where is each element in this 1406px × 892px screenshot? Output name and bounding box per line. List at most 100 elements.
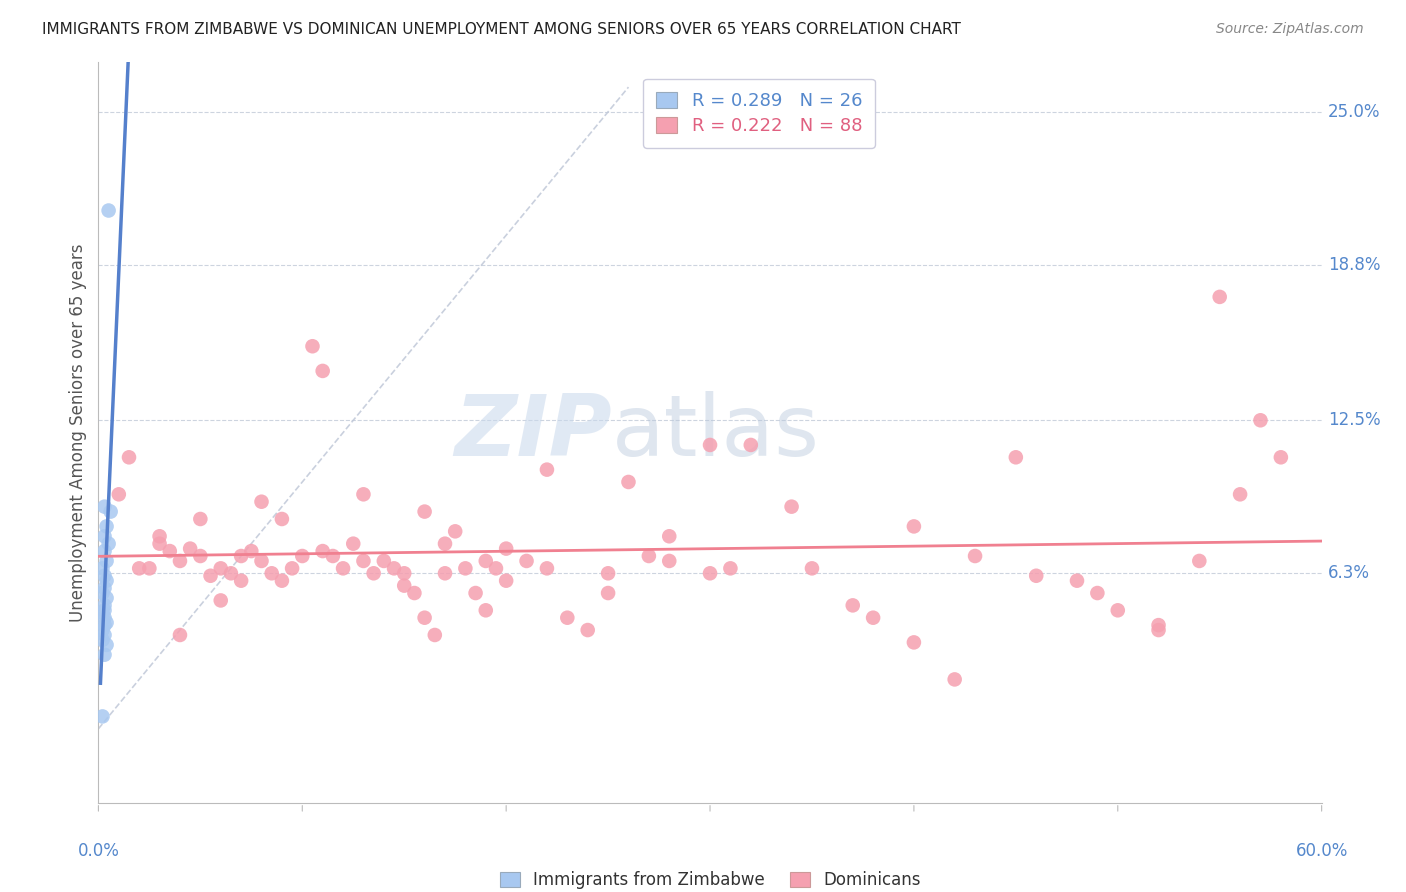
Point <box>231 574 253 588</box>
Point <box>159 544 181 558</box>
Point <box>637 549 661 563</box>
Point <box>433 566 456 581</box>
Point <box>903 635 925 649</box>
Point <box>464 586 486 600</box>
Point <box>536 462 558 476</box>
Point <box>1025 568 1047 582</box>
Point <box>332 561 354 575</box>
Text: 25.0%: 25.0% <box>1327 103 1381 120</box>
Point <box>91 561 114 575</box>
Y-axis label: Unemployment Among Seniors over 65 years: Unemployment Among Seniors over 65 years <box>69 244 87 622</box>
Point <box>91 586 114 600</box>
Point <box>96 519 118 533</box>
Point <box>149 529 172 543</box>
Point <box>352 487 374 501</box>
Point <box>516 554 538 568</box>
Point <box>841 599 863 613</box>
Point <box>392 566 416 581</box>
Point <box>270 512 294 526</box>
Point <box>108 487 131 501</box>
Text: 6.3%: 6.3% <box>1327 565 1369 582</box>
Text: atlas: atlas <box>612 391 820 475</box>
Text: 60.0%: 60.0% <box>1295 842 1348 860</box>
Point <box>270 574 294 588</box>
Point <box>188 512 212 526</box>
Point <box>93 618 115 632</box>
Point <box>96 554 118 568</box>
Point <box>93 500 115 514</box>
Point <box>1229 487 1251 501</box>
Point <box>93 648 115 662</box>
Point <box>118 450 141 465</box>
Point <box>96 615 118 630</box>
Point <box>718 561 742 575</box>
Point <box>1147 618 1170 632</box>
Point <box>617 475 640 489</box>
Point <box>413 505 436 519</box>
Point <box>93 544 115 558</box>
Point <box>1147 623 1170 637</box>
Point <box>392 579 416 593</box>
Point <box>382 561 405 575</box>
Point <box>93 603 115 617</box>
Point <box>93 581 115 595</box>
Point <box>862 610 884 624</box>
Text: Source: ZipAtlas.com: Source: ZipAtlas.com <box>1216 22 1364 37</box>
Point <box>444 524 467 539</box>
Point <box>1270 450 1292 465</box>
Point <box>413 610 436 624</box>
Point <box>658 529 681 543</box>
Point <box>188 549 212 563</box>
Point <box>965 549 987 563</box>
Point <box>596 586 619 600</box>
Point <box>903 519 925 533</box>
Point <box>699 566 721 581</box>
Point <box>281 561 304 575</box>
Point <box>495 574 517 588</box>
Point <box>91 709 114 723</box>
Text: 0.0%: 0.0% <box>77 842 120 860</box>
Point <box>91 606 114 620</box>
Point <box>93 610 115 624</box>
Point <box>1004 450 1026 465</box>
Point <box>495 541 517 556</box>
Point <box>291 549 314 563</box>
Point <box>97 203 120 218</box>
Text: 18.8%: 18.8% <box>1327 256 1381 274</box>
Point <box>91 632 114 647</box>
Point <box>454 561 477 575</box>
Text: IMMIGRANTS FROM ZIMBABWE VS DOMINICAN UNEMPLOYMENT AMONG SENIORS OVER 65 YEARS C: IMMIGRANTS FROM ZIMBABWE VS DOMINICAN UN… <box>42 22 962 37</box>
Point <box>301 339 323 353</box>
Point <box>209 561 232 575</box>
Point <box>801 561 824 575</box>
Point <box>1208 290 1232 304</box>
Point <box>200 568 222 582</box>
Point <box>404 586 426 600</box>
Point <box>169 554 191 568</box>
Point <box>555 610 579 624</box>
Point <box>96 638 118 652</box>
Point <box>943 673 966 687</box>
Point <box>240 544 263 558</box>
Point <box>219 566 242 581</box>
Point <box>1188 554 1211 568</box>
Point <box>740 438 762 452</box>
Point <box>100 505 122 519</box>
Point <box>373 554 395 568</box>
Point <box>699 438 721 452</box>
Point <box>1107 603 1129 617</box>
Point <box>658 554 681 568</box>
Point <box>433 536 456 550</box>
Point <box>250 554 273 568</box>
Point <box>149 536 172 550</box>
Point <box>96 591 118 605</box>
Point <box>363 566 385 581</box>
Point <box>312 364 335 378</box>
Point <box>780 500 803 514</box>
Point <box>1249 413 1271 427</box>
Point <box>93 568 115 582</box>
Point <box>138 561 160 575</box>
Text: ZIP: ZIP <box>454 391 612 475</box>
Point <box>1066 574 1088 588</box>
Text: 12.5%: 12.5% <box>1327 411 1381 429</box>
